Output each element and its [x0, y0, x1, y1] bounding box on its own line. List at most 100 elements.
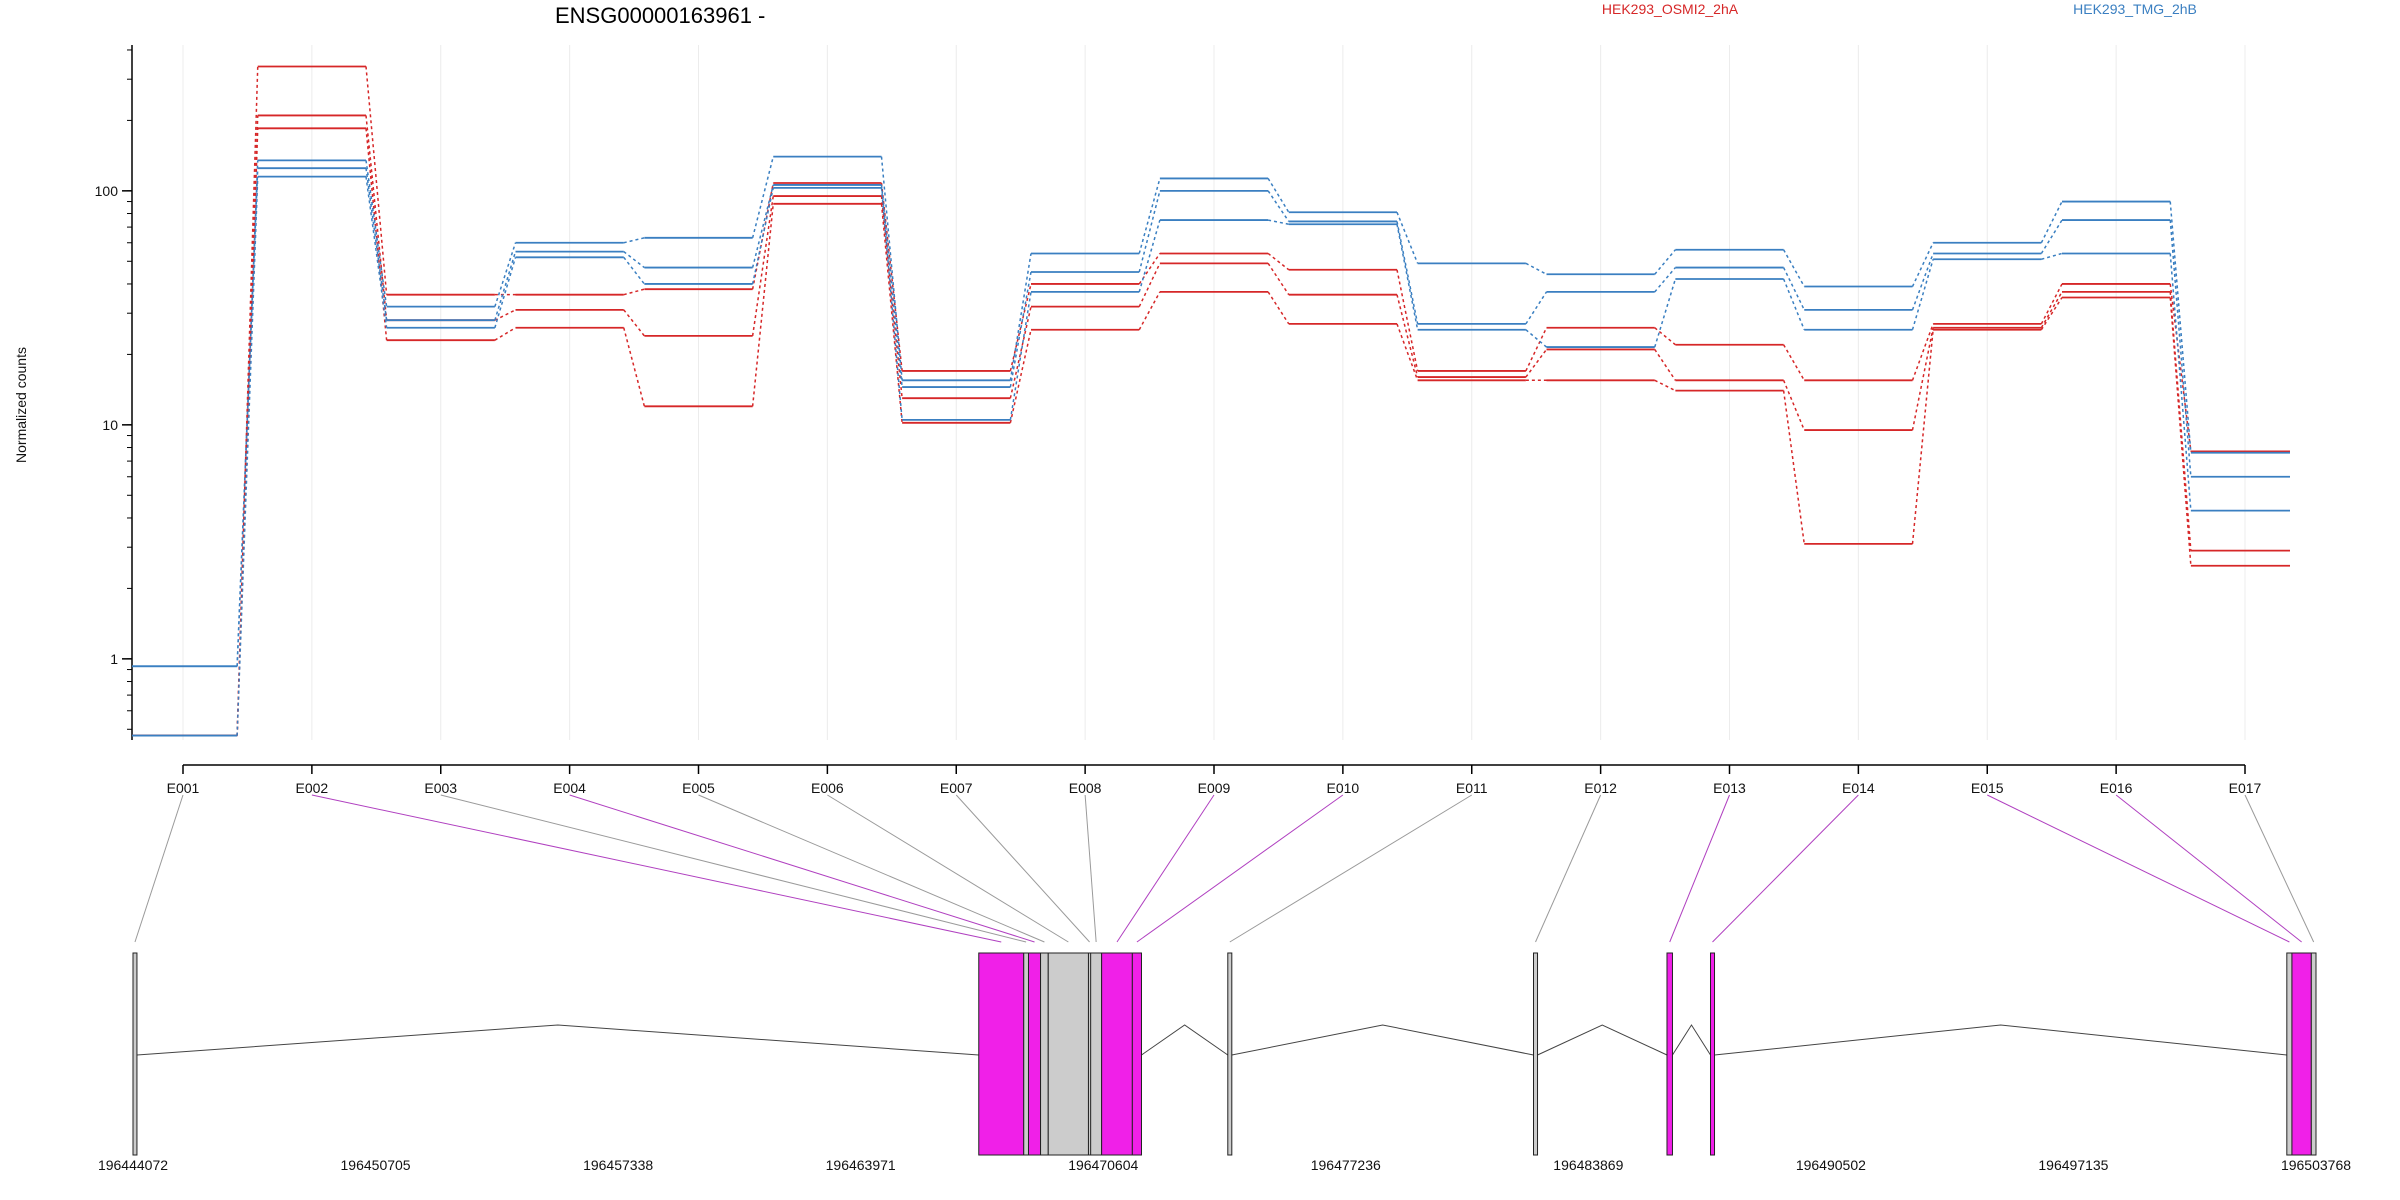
series-connector — [1138, 219, 1161, 293]
series-HEK293_OSMI2_2hA-2 — [132, 114, 2290, 737]
exon-bin-E003 — [1023, 952, 1029, 1156]
series-connector — [1782, 344, 1805, 381]
exon-bin-E008 — [1090, 952, 1103, 1156]
x-tick-label-E014: E014 — [1842, 780, 1875, 796]
series-connector — [1009, 291, 1032, 421]
connector-E010 — [1136, 794, 1344, 943]
series-connector — [2040, 283, 2063, 325]
series-connector — [1654, 267, 1676, 293]
exon-bin-E002 — [978, 952, 1025, 1156]
genomic-coordinate-axis: 196444072 196450705 196457338 196463971 1964… — [98, 1157, 2351, 1173]
series-connector — [1525, 327, 1548, 372]
connector-E011 — [1229, 794, 1473, 943]
connector-E009 — [1116, 794, 1215, 943]
exon-bin-E014 — [1709, 952, 1716, 1156]
series-connector — [494, 327, 516, 341]
series-connector — [1654, 249, 1676, 275]
series-connector — [365, 66, 388, 295]
x-tick-label-E011: E011 — [1456, 780, 1488, 796]
series-connector — [1782, 249, 1805, 287]
series-connector — [751, 203, 774, 407]
connector-E017 — [2244, 794, 2315, 943]
connector-E012 — [1535, 794, 1602, 943]
exon-bin-E010 — [1131, 952, 1142, 1156]
series-HEK293_OSMI2_2hA-1 — [132, 65, 2290, 737]
series-connector — [1138, 190, 1161, 273]
y-tick-label: 1 — [110, 651, 118, 667]
series-connector — [1009, 306, 1032, 399]
connector-E015 — [1987, 794, 2290, 943]
series-connector — [1525, 329, 1547, 348]
series-connector — [2169, 220, 2192, 477]
legend: HEK293_OSMI2_2hA HEK293_TMG_2hB — [1602, 1, 2197, 17]
series-connector — [494, 257, 517, 328]
exon-bin-E001 — [132, 952, 138, 1156]
exon-bin-E009 — [1101, 952, 1133, 1156]
series-connector — [365, 115, 388, 321]
series-connector — [1138, 263, 1161, 307]
series-connector — [1782, 390, 1805, 544]
connector-E003 — [440, 794, 1027, 943]
series-connector — [365, 168, 388, 321]
series-connector — [2169, 253, 2192, 511]
intron-line — [1141, 1024, 1229, 1056]
exon-bin-E012 — [1533, 952, 1539, 1156]
coordinate-label: 196444072 — [98, 1157, 168, 1173]
series-connector — [2169, 283, 2192, 452]
bin-connector-lines — [134, 794, 2315, 943]
intron-line — [1672, 1024, 1711, 1056]
series-connector — [1654, 349, 1676, 381]
series-connector — [1396, 323, 1419, 381]
legend-entry-1: HEK293_OSMI2_2hA — [1602, 1, 1739, 17]
intron-line — [1714, 1024, 2287, 1056]
connector-E004 — [569, 794, 1035, 943]
connector-E002 — [311, 794, 1002, 943]
series-connector — [1911, 242, 1934, 287]
series-lines — [132, 65, 2290, 737]
x-tick-label-E017: E017 — [2229, 780, 2262, 796]
connector-E016 — [2115, 794, 2302, 943]
series-connector — [751, 187, 774, 285]
exon-bin-E006 — [1047, 952, 1089, 1156]
series-connector — [236, 168, 259, 667]
series-connector — [2169, 201, 2192, 453]
series-connector — [1267, 178, 1290, 213]
coordinate-label: 196463971 — [826, 1157, 896, 1173]
x-tick-label-E008: E008 — [1069, 780, 1102, 796]
series-connector — [1267, 190, 1290, 222]
coordinate-label: 196477236 — [1311, 1157, 1381, 1173]
exon-bin-E011 — [1227, 952, 1233, 1156]
series-connector — [623, 251, 645, 269]
series-connector — [1911, 323, 1934, 381]
legend-entry-2: HEK293_TMG_2hB — [2073, 1, 2197, 17]
series-connector — [1911, 259, 1934, 330]
chart-title: ENSG00000163961 - — [555, 3, 765, 28]
series-connector — [1525, 291, 1548, 325]
coordinate-label: 196457338 — [583, 1157, 653, 1173]
series-connector — [1009, 329, 1032, 423]
exon-bin-E017 — [2310, 952, 2317, 1156]
series-connector — [623, 327, 646, 407]
x-tick-label-E007: E007 — [940, 780, 973, 796]
series-connector — [2040, 291, 2063, 329]
series-connector — [2040, 201, 2063, 244]
series-connector — [2040, 219, 2063, 254]
intron-line — [1231, 1024, 1534, 1056]
exon-bin-E015 — [2286, 952, 2293, 1156]
series-connector — [1009, 271, 1032, 388]
series-connector — [880, 203, 903, 423]
gene-model — [132, 952, 2317, 1156]
y-tick-label: 100 — [95, 183, 119, 199]
x-axis: E001 E002 E003 E004 E005 E006 E007 E008 E009 E010… — [167, 764, 2262, 796]
series-connector — [751, 184, 774, 268]
series-connector — [365, 160, 388, 307]
y-axis: 1 10 100 — [95, 45, 133, 740]
series-connector — [880, 195, 903, 399]
coordinate-label: 196483869 — [1553, 1157, 1623, 1173]
series-connector — [1911, 253, 1934, 311]
x-tick-label-E006: E006 — [811, 780, 844, 796]
series-connector — [1654, 327, 1676, 346]
coordinate-label: 196470604 — [1068, 1157, 1138, 1173]
series-connector — [1396, 294, 1419, 378]
connector-E008 — [1084, 794, 1097, 943]
